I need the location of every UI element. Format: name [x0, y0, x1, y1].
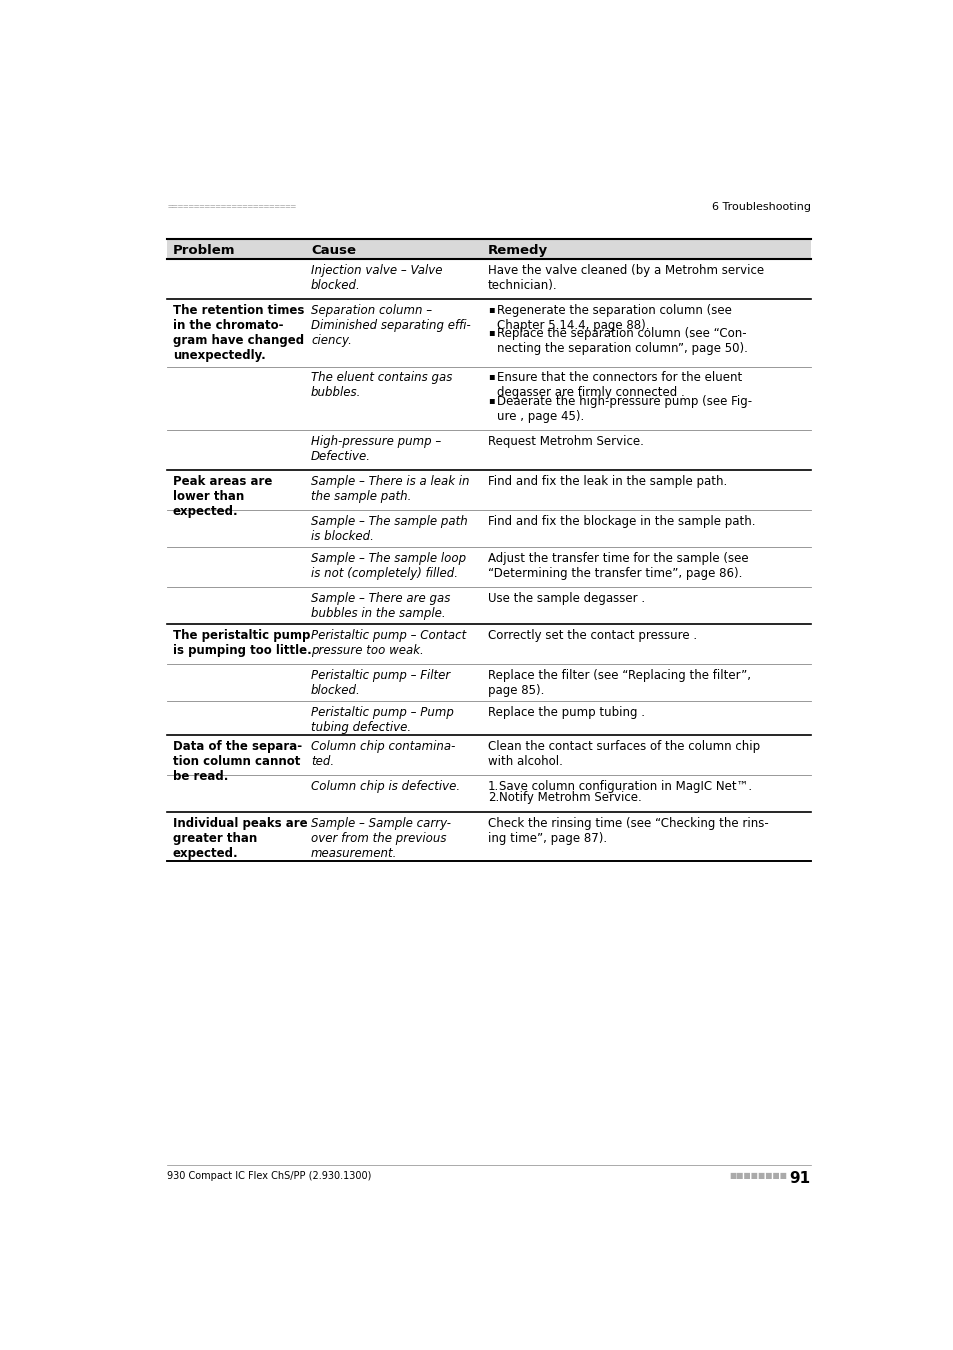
Text: Find and fix the blockage in the sample path.: Find and fix the blockage in the sample …	[487, 514, 755, 528]
Text: Separation column –
Diminished separating effi-
ciency.: Separation column – Diminished separatin…	[311, 304, 470, 347]
Text: ▪: ▪	[487, 304, 494, 313]
Text: 91: 91	[788, 1170, 810, 1185]
Text: Replace the filter (see “Replacing the filter”,
page 85).: Replace the filter (see “Replacing the f…	[487, 668, 750, 697]
Text: ■■■■■■■■: ■■■■■■■■	[728, 1170, 786, 1180]
Text: Find and fix the leak in the sample path.: Find and fix the leak in the sample path…	[487, 475, 726, 487]
Text: Clean the contact surfaces of the column chip
with alcohol.: Clean the contact surfaces of the column…	[487, 740, 760, 768]
Text: 6 Troubleshooting: 6 Troubleshooting	[711, 202, 810, 212]
Text: 1.: 1.	[487, 779, 498, 792]
Text: The peristaltic pump
is pumping too little.: The peristaltic pump is pumping too litt…	[172, 629, 311, 656]
Text: Column chip contamina-
ted.: Column chip contamina- ted.	[311, 740, 455, 768]
Text: Peristaltic pump – Contact
pressure too weak.: Peristaltic pump – Contact pressure too …	[311, 629, 466, 656]
Text: Peak areas are
lower than
expected.: Peak areas are lower than expected.	[172, 475, 272, 517]
Text: Deaerate the high-pressure pump (see Fig-
ure , page 45).: Deaerate the high-pressure pump (see Fig…	[497, 394, 752, 423]
Text: Cause: Cause	[311, 243, 355, 256]
Text: Sample – There is a leak in
the sample path.: Sample – There is a leak in the sample p…	[311, 475, 469, 502]
Text: Adjust the transfer time for the sample (see
“Determining the transfer time”, pa: Adjust the transfer time for the sample …	[487, 552, 748, 579]
Text: Peristaltic pump – Filter
blocked.: Peristaltic pump – Filter blocked.	[311, 668, 450, 697]
Text: High-pressure pump –
Defective.: High-pressure pump – Defective.	[311, 435, 441, 463]
Text: Peristaltic pump – Pump
tubing defective.: Peristaltic pump – Pump tubing defective…	[311, 706, 454, 733]
Text: Remedy: Remedy	[487, 243, 547, 256]
Text: ▪: ▪	[487, 394, 494, 405]
Text: Sample – Sample carry-
over from the previous
measurement.: Sample – Sample carry- over from the pre…	[311, 817, 451, 860]
Text: Injection valve – Valve
blocked.: Injection valve – Valve blocked.	[311, 263, 442, 292]
Text: Correctly set the contact pressure .: Correctly set the contact pressure .	[487, 629, 697, 641]
Text: Data of the separa-
tion column cannot
be read.: Data of the separa- tion column cannot b…	[172, 740, 301, 783]
Text: Use the sample degasser .: Use the sample degasser .	[487, 591, 644, 605]
Text: 930 Compact IC Flex ChS/PP (2.930.1300): 930 Compact IC Flex ChS/PP (2.930.1300)	[167, 1170, 372, 1181]
Text: Replace the separation column (see “Con-
necting the separation column”, page 50: Replace the separation column (see “Con-…	[497, 327, 747, 355]
Text: Sample – The sample loop
is not (completely) filled.: Sample – The sample loop is not (complet…	[311, 552, 466, 579]
Text: Have the valve cleaned (by a Metrohm service
technician).: Have the valve cleaned (by a Metrohm ser…	[487, 263, 763, 292]
Text: Save column configuration in MagIC Net™.: Save column configuration in MagIC Net™.	[498, 779, 751, 792]
Text: Check the rinsing time (see “Checking the rins-
ing time”, page 87).: Check the rinsing time (see “Checking th…	[487, 817, 768, 845]
Text: Sample – The sample path
is blocked.: Sample – The sample path is blocked.	[311, 514, 467, 543]
Bar	[167, 239, 810, 259]
Text: Regenerate the separation column (see
Chapter 5.14.4, page 88).: Regenerate the separation column (see Ch…	[497, 304, 731, 332]
Text: Problem: Problem	[172, 243, 235, 256]
Text: Ensure that the connectors for the eluent
degasser are firmly connected .: Ensure that the connectors for the eluen…	[497, 371, 741, 400]
Text: ▪: ▪	[487, 327, 494, 336]
Text: Request Metrohm Service.: Request Metrohm Service.	[487, 435, 643, 448]
Text: Notify Metrohm Service.: Notify Metrohm Service.	[498, 791, 640, 805]
Text: 2.: 2.	[487, 791, 498, 805]
Text: Sample – There are gas
bubbles in the sample.: Sample – There are gas bubbles in the sa…	[311, 591, 450, 620]
Text: ▪: ▪	[487, 371, 494, 382]
Text: ========================: ========================	[167, 202, 296, 211]
Text: Column chip is defective.: Column chip is defective.	[311, 779, 459, 792]
Text: Replace the pump tubing .: Replace the pump tubing .	[487, 706, 644, 718]
Text: The retention times
in the chromato-
gram have changed
unexpectedly.: The retention times in the chromato- gra…	[172, 304, 304, 362]
Text: Individual peaks are
greater than
expected.: Individual peaks are greater than expect…	[172, 817, 307, 860]
Text: The eluent contains gas
bubbles.: The eluent contains gas bubbles.	[311, 371, 452, 400]
